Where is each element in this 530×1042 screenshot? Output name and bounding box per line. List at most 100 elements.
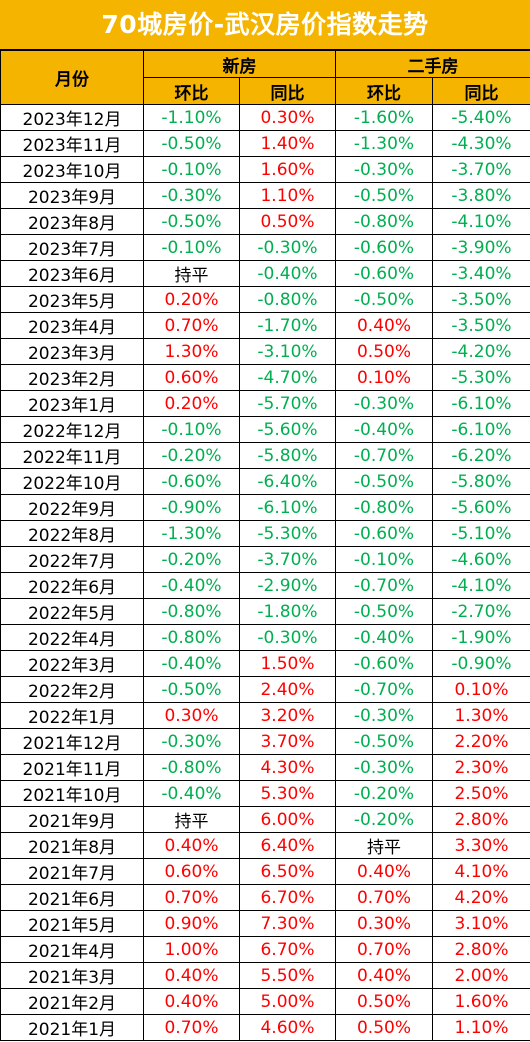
- second-mom-cell: -0.30%: [335, 702, 433, 729]
- month-cell: 2022年4月: [0, 624, 144, 651]
- new-mom-cell: 持平: [143, 260, 240, 287]
- second-yoy-cell: -3.50%: [432, 312, 530, 339]
- new-mom-cell: -0.50%: [143, 130, 240, 157]
- new-mom-cell: 0.70%: [143, 312, 240, 339]
- second-yoy-cell: 2.00%: [432, 962, 530, 989]
- second-yoy-cell: -1.90%: [432, 624, 530, 651]
- table-row: 2021年8月 0.40% 6.40% 持平 3.30%: [0, 832, 530, 859]
- second-mom-cell: -0.60%: [335, 650, 433, 677]
- new-yoy-cell: 7.30%: [239, 910, 336, 937]
- second-mom-cell: -0.30%: [335, 156, 433, 183]
- new-yoy-cell: 6.70%: [239, 936, 336, 963]
- second-mom-cell: -1.30%: [335, 130, 433, 157]
- table-row: 2021年5月 0.90% 7.30% 0.30% 3.10%: [0, 910, 530, 937]
- new-yoy-cell: 6.50%: [239, 858, 336, 885]
- new-yoy-cell: -3.70%: [239, 546, 336, 573]
- second-yoy-cell: -5.30%: [432, 364, 530, 391]
- new-mom-cell: -0.90%: [143, 494, 240, 521]
- table-row: 2023年5月 0.20% -0.80% -0.50% -3.50%: [0, 286, 530, 313]
- month-cell: 2021年4月: [0, 936, 144, 963]
- new-mom-cell: 持平: [143, 806, 240, 833]
- table-row: 2021年9月 持平 6.00% -0.20% 2.80%: [0, 806, 530, 833]
- table-row: 2022年2月 -0.50% 2.40% -0.70% 0.10%: [0, 676, 530, 703]
- new-mom-cell: -0.50%: [143, 208, 240, 235]
- second-yoy-cell: -3.90%: [432, 234, 530, 261]
- month-cell: 2021年9月: [0, 806, 144, 833]
- new-mom-cell: -0.30%: [143, 728, 240, 755]
- table-row: 2023年12月 -1.10% 0.30% -1.60% -5.40%: [0, 104, 530, 131]
- new-mom-cell: 0.90%: [143, 910, 240, 937]
- table-row: 2023年10月 -0.10% 1.60% -0.30% -3.70%: [0, 156, 530, 183]
- new-yoy-cell: -4.70%: [239, 364, 336, 391]
- header-new-home: 新房: [143, 50, 336, 78]
- new-mom-cell: -0.80%: [143, 598, 240, 625]
- new-mom-cell: -0.50%: [143, 676, 240, 703]
- table-row: 2021年7月 0.60% 6.50% 0.40% 4.10%: [0, 858, 530, 885]
- new-yoy-cell: 4.30%: [239, 754, 336, 781]
- new-mom-cell: 0.30%: [143, 702, 240, 729]
- new-yoy-cell: 5.00%: [239, 988, 336, 1015]
- new-mom-cell: -1.30%: [143, 520, 240, 547]
- price-index-table: 月份 新房 二手房 环比 同比 环比 同比 2023年12月 -1.10% 0.30…: [0, 50, 530, 1041]
- month-cell: 2021年2月: [0, 988, 144, 1015]
- new-yoy-cell: -0.80%: [239, 286, 336, 313]
- second-mom-cell: -0.80%: [335, 494, 433, 521]
- new-yoy-cell: -1.80%: [239, 598, 336, 625]
- table-row: 2021年4月 1.00% 6.70% 0.70% 2.80%: [0, 936, 530, 963]
- second-mom-cell: -0.50%: [335, 468, 433, 495]
- new-yoy-cell: 6.70%: [239, 884, 336, 911]
- month-cell: 2022年7月: [0, 546, 144, 573]
- new-mom-cell: -0.80%: [143, 624, 240, 651]
- month-cell: 2023年7月: [0, 234, 144, 261]
- new-mom-cell: -0.40%: [143, 780, 240, 807]
- new-mom-cell: 0.70%: [143, 884, 240, 911]
- month-cell: 2021年12月: [0, 728, 144, 755]
- month-cell: 2021年10月: [0, 780, 144, 807]
- new-mom-cell: 0.20%: [143, 286, 240, 313]
- table-row: 2021年6月 0.70% 6.70% 0.70% 4.20%: [0, 884, 530, 911]
- new-yoy-cell: 1.40%: [239, 130, 336, 157]
- second-mom-cell: -0.70%: [335, 442, 433, 469]
- month-cell: 2022年5月: [0, 598, 144, 625]
- table-row: 2023年2月 0.60% -4.70% 0.10% -5.30%: [0, 364, 530, 391]
- month-cell: 2022年8月: [0, 520, 144, 547]
- new-yoy-cell: 2.40%: [239, 676, 336, 703]
- second-mom-cell: 0.70%: [335, 884, 433, 911]
- second-mom-cell: -0.50%: [335, 286, 433, 313]
- new-mom-cell: 0.40%: [143, 962, 240, 989]
- second-yoy-cell: -5.10%: [432, 520, 530, 547]
- second-yoy-cell: -5.40%: [432, 104, 530, 131]
- second-mom-cell: 0.40%: [335, 312, 433, 339]
- table-row: 2022年5月 -0.80% -1.80% -0.50% -2.70%: [0, 598, 530, 625]
- table-row: 2022年9月 -0.90% -6.10% -0.80% -5.60%: [0, 494, 530, 521]
- month-cell: 2023年12月: [0, 104, 144, 131]
- new-mom-cell: -0.20%: [143, 442, 240, 469]
- month-cell: 2022年11月: [0, 442, 144, 469]
- second-yoy-cell: 1.60%: [432, 988, 530, 1015]
- new-yoy-cell: 6.00%: [239, 806, 336, 833]
- new-yoy-cell: -6.10%: [239, 494, 336, 521]
- new-mom-cell: -0.80%: [143, 754, 240, 781]
- second-yoy-cell: -4.30%: [432, 130, 530, 157]
- table-row: 2021年12月 -0.30% 3.70% -0.50% 2.20%: [0, 728, 530, 755]
- second-mom-cell: -0.30%: [335, 390, 433, 417]
- table-row: 2021年11月 -0.80% 4.30% -0.30% 2.30%: [0, 754, 530, 781]
- table-row: 2021年3月 0.40% 5.50% 0.40% 2.00%: [0, 962, 530, 989]
- month-cell: 2022年10月: [0, 468, 144, 495]
- table-row: 2021年10月 -0.40% 5.30% -0.20% 2.50%: [0, 780, 530, 807]
- header-second-mom: 环比: [335, 77, 433, 105]
- header-new-yoy: 同比: [239, 77, 336, 105]
- table-row: 2022年12月 -0.10% -5.60% -0.40% -6.10%: [0, 416, 530, 443]
- second-yoy-cell: -2.70%: [432, 598, 530, 625]
- new-mom-cell: 0.60%: [143, 858, 240, 885]
- second-mom-cell: 0.40%: [335, 962, 433, 989]
- second-mom-cell: 0.40%: [335, 858, 433, 885]
- new-yoy-cell: -5.80%: [239, 442, 336, 469]
- month-cell: 2023年1月: [0, 390, 144, 417]
- new-mom-cell: -0.10%: [143, 234, 240, 261]
- second-mom-cell: 0.10%: [335, 364, 433, 391]
- new-yoy-cell: 4.60%: [239, 1014, 336, 1041]
- table-row: 2022年11月 -0.20% -5.80% -0.70% -6.20%: [0, 442, 530, 469]
- new-mom-cell: -0.30%: [143, 182, 240, 209]
